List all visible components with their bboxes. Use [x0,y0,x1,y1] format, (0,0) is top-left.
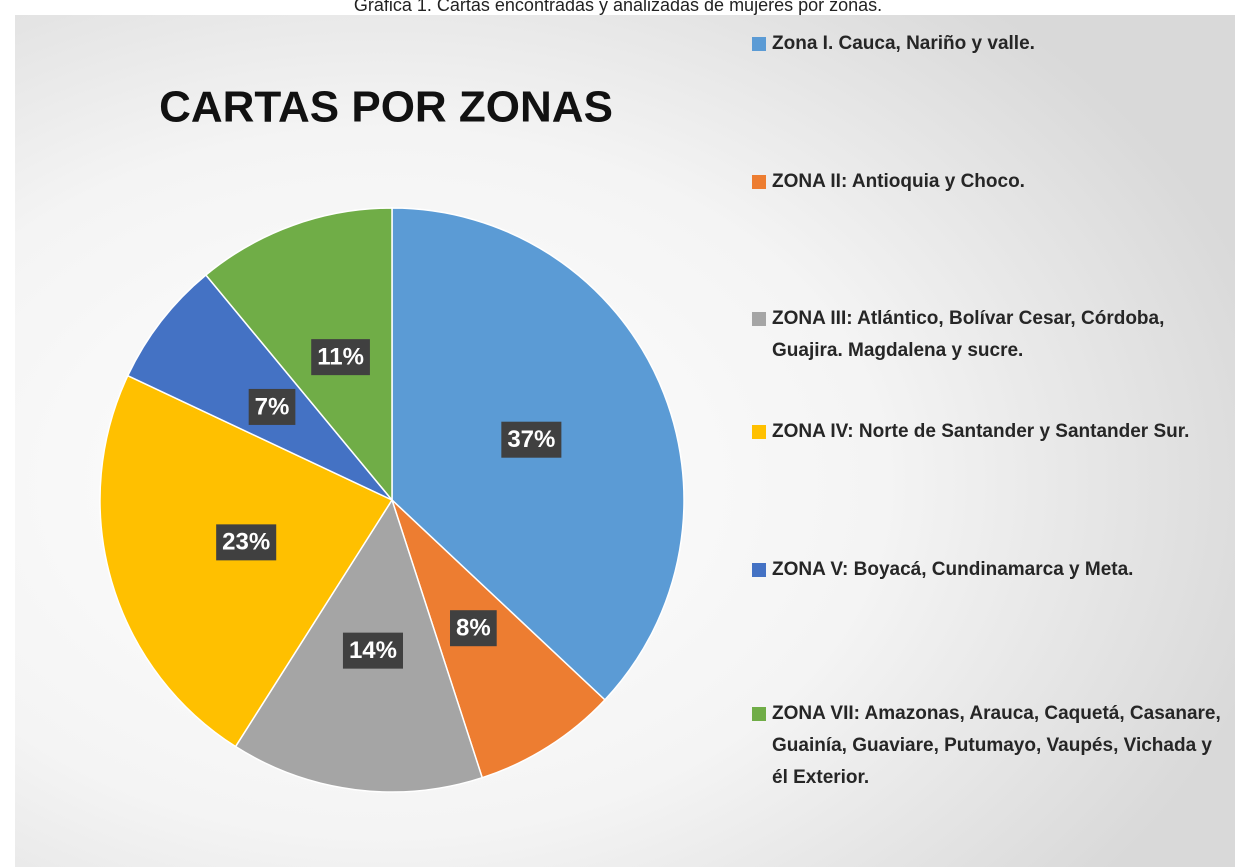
data-label: 14% [349,637,397,664]
pie-slice [204,207,393,503]
legend-swatch [752,563,766,577]
data-label-box [216,524,277,561]
data-label-box [450,610,497,647]
caption: Gráfica 1. Cartas encontradas y analizad… [354,0,882,15]
legend-swatch [752,707,766,721]
data-label: 23% [222,529,270,556]
legend-entry: Zona I. Cauca, Nariño y valle. [752,28,1222,60]
legend-entry: ZONA IV: Norte de Santander y Santander … [752,416,1222,448]
legend-label: ZONA II: Antioquia y Choco. [772,171,1025,192]
legend-entry: ZONA V: Boyacá, Cundinamarca y Meta. [752,554,1222,586]
data-label-box [248,388,296,425]
legend-label: ZONA VII: Amazonas, Arauca, Caquetá, Cas… [772,703,1221,788]
legend-swatch [752,425,766,439]
legend-swatch [752,312,766,326]
legend-label: ZONA IV: Norte de Santander y Santander … [772,421,1190,442]
data-label: 7% [255,393,290,420]
data-label-box [501,421,562,458]
pie-slice [391,499,606,779]
legend-entry: ZONA VII: Amazonas, Arauca, Caquetá, Cas… [752,698,1222,794]
pie-slice [99,374,394,748]
data-label: 11% [317,343,364,370]
legend-label: ZONA V: Boyacá, Cundinamarca y Meta. [772,559,1134,580]
data-label-box [342,632,403,669]
data-label: 8% [456,615,491,642]
legend-entry: ZONA II: Antioquia y Choco. [752,166,1222,198]
legend-entry: ZONA III: Atlántico, Bolívar Cesar, Córd… [752,303,1222,367]
legend-swatch [752,37,766,51]
pie-slice [126,273,393,501]
legend-swatch [752,175,766,189]
chart-title: CARTAS POR ZONAS [159,83,613,132]
legend-label: ZONA III: Atlántico, Bolívar Cesar, Córd… [772,308,1165,361]
legend-label: Zona I. Cauca, Nariño y valle. [772,33,1035,54]
data-label-box [311,339,370,376]
data-label: 37% [507,426,555,453]
